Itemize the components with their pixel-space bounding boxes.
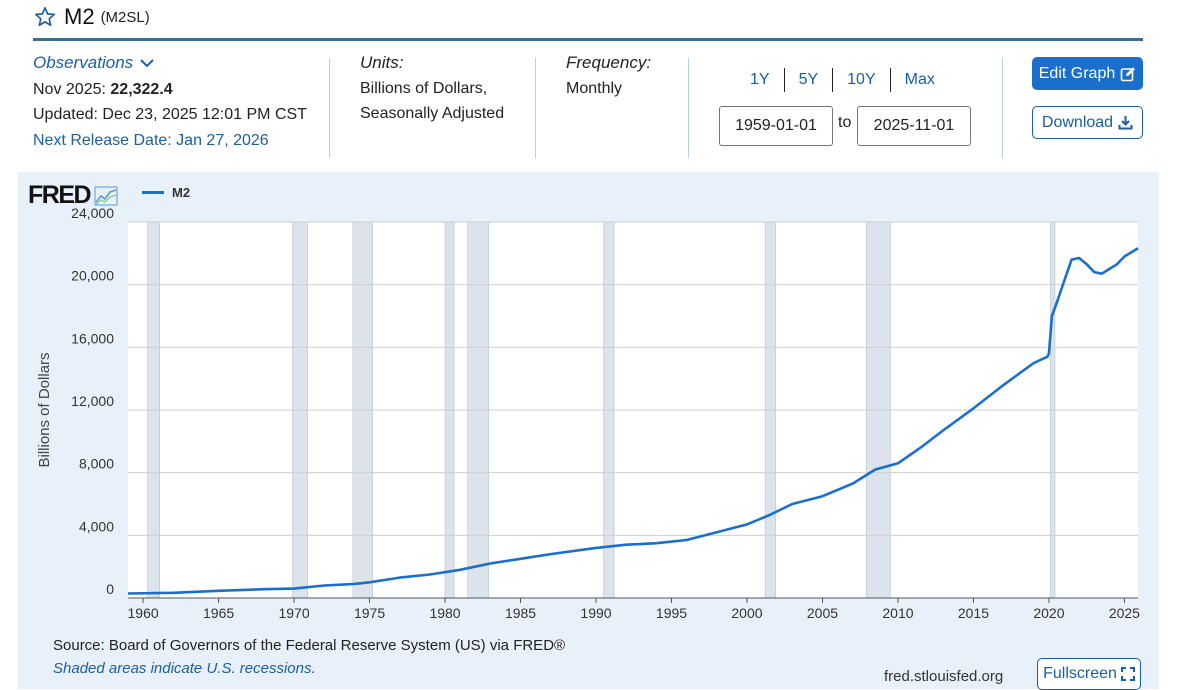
observation-date: Nov 2025: bbox=[33, 80, 106, 98]
latest-observation: Nov 2025: 22,322.4 bbox=[33, 77, 307, 103]
chart-icon bbox=[94, 186, 118, 205]
fred-logo-text: FRED bbox=[28, 181, 92, 209]
x-tick-label: 2020 bbox=[1033, 605, 1064, 621]
fullscreen-button[interactable]: Fullscreen bbox=[1037, 658, 1141, 690]
x-tick-label: 1985 bbox=[505, 605, 536, 621]
x-tick-label: 2010 bbox=[882, 605, 913, 621]
y-tick-label: 12,000 bbox=[71, 393, 114, 409]
chart-legend: M2 bbox=[142, 185, 190, 200]
range-5y[interactable]: 5Y bbox=[785, 68, 834, 92]
y-tick-label: 4,000 bbox=[79, 518, 114, 534]
y-tick-label: 20,000 bbox=[71, 268, 114, 284]
legend-label: M2 bbox=[172, 185, 191, 200]
chevron-down-icon bbox=[140, 59, 154, 68]
observations-column: Observations Nov 2025: 22,322.4 Updated:… bbox=[33, 50, 307, 153]
fullscreen-label: Fullscreen bbox=[1043, 665, 1117, 682]
units-column: Units: Billions of Dollars, Seasonally A… bbox=[360, 50, 504, 127]
column-divider bbox=[329, 58, 330, 158]
x-tick-label: 1980 bbox=[429, 605, 460, 621]
x-tick-label: 1995 bbox=[656, 605, 687, 621]
range-max[interactable]: Max bbox=[904, 71, 935, 88]
units-line-2: Seasonally Adjusted bbox=[360, 105, 505, 122]
x-tick-label: 1975 bbox=[354, 605, 385, 621]
frequency-value: Monthly bbox=[566, 79, 623, 97]
info-row: Observations Nov 2025: 22,322.4 Updated:… bbox=[0, 50, 1179, 160]
fred-logo[interactable]: FRED bbox=[28, 181, 118, 210]
observations-label: Observations bbox=[33, 53, 134, 72]
source-text: Source: Board of Governors of the Federa… bbox=[53, 637, 566, 654]
download-label: Download bbox=[1041, 113, 1114, 131]
to-label: to bbox=[838, 114, 852, 131]
column-divider bbox=[1002, 58, 1003, 158]
y-axis-label: Billions of Dollars bbox=[36, 352, 53, 467]
range-1y[interactable]: 1Y bbox=[736, 68, 785, 92]
page-title: M2 bbox=[64, 4, 95, 29]
x-tick-label: 2000 bbox=[731, 605, 762, 621]
x-tick-label: 1965 bbox=[203, 605, 234, 621]
title-row: M2 (M2SL) bbox=[34, 2, 150, 32]
series-line-m2 bbox=[127, 247, 1139, 595]
end-date-input[interactable]: 2025-11-01 bbox=[857, 106, 971, 146]
y-tick-label: 16,000 bbox=[71, 330, 114, 346]
x-tick-label: 1990 bbox=[580, 605, 611, 621]
range-10y[interactable]: 10Y bbox=[833, 68, 891, 92]
x-tick-label: 1970 bbox=[278, 605, 309, 621]
download-button[interactable]: Download bbox=[1032, 106, 1143, 139]
fullscreen-icon bbox=[1120, 667, 1135, 681]
observation-value: 22,322.4 bbox=[110, 80, 173, 98]
y-tick-label: 24,000 bbox=[71, 205, 114, 221]
star-icon[interactable] bbox=[34, 6, 56, 28]
y-tick-label: 8,000 bbox=[79, 456, 114, 472]
edit-graph-label: Edit Graph bbox=[1038, 64, 1116, 82]
x-tick-label: 2025 bbox=[1109, 605, 1140, 621]
column-divider bbox=[688, 58, 689, 158]
download-icon bbox=[1118, 116, 1133, 130]
units-line-1: Billions of Dollars, bbox=[360, 79, 488, 97]
x-tick-label: 2015 bbox=[958, 605, 989, 621]
series-id: (M2SL) bbox=[100, 8, 150, 26]
updated-text: Updated: Dec 23, 2025 12:01 PM CST bbox=[33, 106, 307, 123]
next-release-link[interactable]: Next Release Date: Jan 27, 2026 bbox=[33, 131, 269, 149]
x-tick-label: 2005 bbox=[807, 605, 838, 621]
start-date-input[interactable]: 1959-01-01 bbox=[719, 106, 833, 146]
x-tick-label: 1960 bbox=[128, 605, 159, 621]
range-links: 1Y 5Y 10Y Max bbox=[736, 68, 949, 92]
edit-icon bbox=[1120, 66, 1136, 81]
y-tick-label: 0 bbox=[106, 581, 114, 597]
frequency-label: Frequency: bbox=[566, 53, 652, 72]
legend-swatch bbox=[142, 191, 164, 194]
site-url[interactable]: fred.stlouisfed.org bbox=[884, 668, 1004, 685]
units-label: Units: bbox=[360, 53, 404, 72]
observations-dropdown[interactable]: Observations bbox=[33, 50, 155, 76]
recession-note: Shaded areas indicate U.S. recessions. bbox=[53, 660, 316, 677]
frequency-column: Frequency: Monthly bbox=[566, 50, 651, 101]
edit-graph-button[interactable]: Edit Graph bbox=[1032, 57, 1143, 90]
column-divider bbox=[535, 58, 536, 158]
title-divider bbox=[33, 38, 1143, 41]
